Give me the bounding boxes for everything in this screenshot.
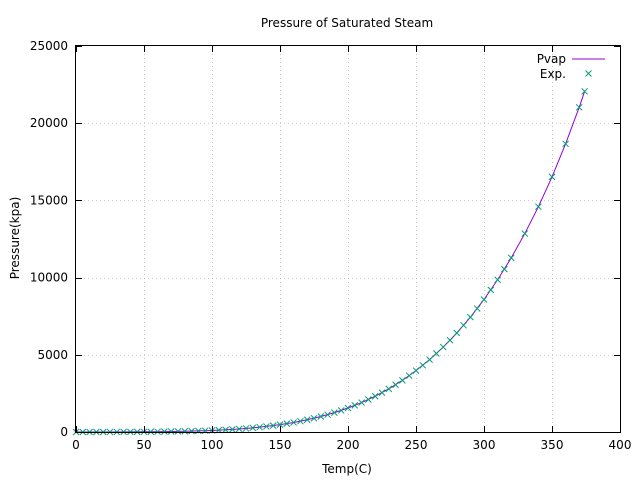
series-exp-point	[127, 428, 134, 436]
y-tick-label: 0	[60, 425, 68, 439]
x-tick-label: 250	[405, 438, 428, 452]
series-exp-point	[337, 407, 345, 414]
series-exp-point	[154, 428, 161, 436]
series-exp-point	[562, 140, 569, 148]
series-exp-point	[535, 203, 542, 211]
series-exp-point	[290, 419, 297, 426]
series-exp-point	[405, 372, 413, 380]
series-exp-point	[133, 428, 141, 436]
series-exp-point	[412, 367, 420, 374]
series-exp-point	[161, 428, 168, 435]
series-exp-point	[283, 420, 291, 427]
grid	[76, 46, 620, 432]
series-exp-point	[507, 254, 515, 262]
series-exp-point	[358, 399, 365, 406]
series-exp-point	[467, 313, 474, 321]
series-exp-point	[106, 428, 114, 436]
series-exp-point	[229, 426, 236, 433]
series-exp-point	[276, 421, 284, 429]
y-tick-label: 25000	[30, 39, 68, 53]
series-exp-point	[371, 392, 379, 400]
legend-swatch-exp	[585, 70, 592, 77]
series-exp-point	[399, 376, 406, 384]
series-exp-point	[249, 424, 257, 432]
series-exp-point	[453, 329, 461, 337]
series-exp-point	[460, 321, 467, 329]
series-exp-point	[147, 428, 155, 436]
legend-label-exp: Exp.	[540, 67, 566, 81]
series-exp-point	[439, 343, 447, 351]
y-tick-label: 10000	[30, 271, 68, 285]
series-exp-point	[79, 428, 87, 436]
series-exp-point	[521, 230, 529, 237]
series-exp-point	[93, 428, 100, 436]
x-tick-label: 100	[201, 438, 224, 452]
series-exp-point	[188, 427, 195, 435]
x-tick-label: 50	[136, 438, 151, 452]
series-exp-point	[324, 411, 331, 419]
series-exp-point	[317, 413, 325, 420]
series-exp-point	[385, 385, 393, 393]
series-exp-point	[113, 428, 121, 436]
series-exp-point	[242, 425, 250, 432]
series-exp-point	[331, 409, 338, 416]
y-tick-label: 15000	[30, 193, 68, 207]
chart-title: Pressure of Saturated Steam	[261, 16, 433, 30]
y-axis-label: Pressure(kpa)	[8, 197, 22, 280]
x-tick-label: 0	[72, 438, 80, 452]
series-exp-point	[222, 426, 229, 434]
series-exp-point	[433, 350, 440, 357]
series-exp-point	[120, 428, 127, 436]
series-exp-point	[310, 414, 318, 422]
series-exp-point	[473, 305, 481, 312]
series-exp-point	[297, 417, 304, 425]
series-exp-point	[351, 402, 359, 409]
legend: Pvap Exp.	[537, 52, 605, 81]
series-exp-point	[575, 103, 583, 111]
series-exp-point	[494, 276, 501, 284]
series-exp-point	[167, 428, 175, 435]
series-exp-point	[548, 173, 556, 181]
series-exp-point	[269, 422, 277, 429]
x-axis-label: Temp(C)	[321, 462, 372, 476]
legend-label-pvap: Pvap	[537, 52, 566, 66]
series-exp-point	[256, 423, 263, 431]
series-exp-point	[446, 336, 454, 344]
series-exp-point	[581, 87, 588, 95]
x-tick-label: 200	[337, 438, 360, 452]
x-tick-label: 350	[541, 438, 564, 452]
series-exp-point	[263, 423, 270, 430]
series-pvap-line	[75, 91, 586, 433]
plot-border	[75, 45, 621, 433]
series-exp-point	[365, 396, 372, 403]
series-exp-point	[426, 356, 433, 363]
x-tick-label: 400	[609, 438, 632, 452]
series-exp-point	[501, 265, 508, 273]
series-exp-point	[480, 296, 488, 303]
series-exp-point	[181, 427, 189, 435]
plot-area	[72, 87, 588, 436]
series-exp-point	[378, 389, 386, 397]
axis-ticks: 0 50 100 150 200 250 300 350 400 0 5000 10000 15000 2…	[30, 39, 632, 452]
y-tick-label: 5000	[37, 348, 68, 362]
x-tick-label: 150	[269, 438, 292, 452]
series-exp-point	[86, 428, 93, 436]
series-exp-point	[487, 286, 495, 294]
series-exp-point	[99, 428, 107, 436]
x-tick-label: 300	[473, 438, 496, 452]
series-exp-point	[303, 416, 311, 424]
series-exp-point	[344, 404, 352, 412]
series-exp-point	[392, 381, 399, 389]
series-exp-point	[235, 425, 243, 433]
series-exp-point	[419, 361, 427, 369]
y-tick-label: 20000	[30, 116, 68, 130]
series-exp-point	[174, 428, 182, 435]
